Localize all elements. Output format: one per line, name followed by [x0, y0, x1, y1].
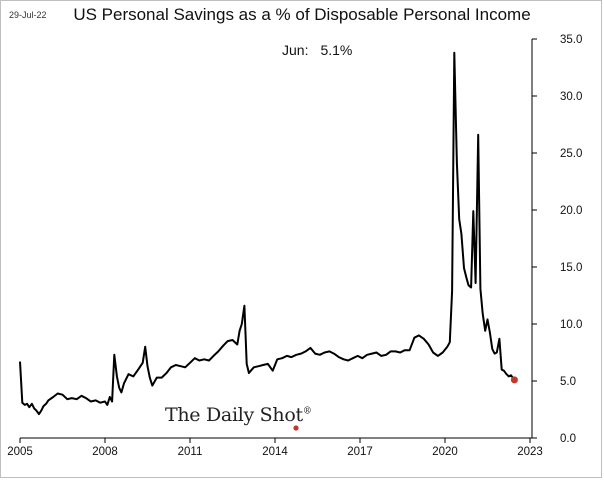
date-label: 29-Jul-22 — [9, 10, 47, 20]
x-tick-label-4: 2017 — [347, 446, 373, 458]
y-tick-label-1: 5.0 — [560, 376, 576, 388]
series-line-0 — [19, 51, 516, 416]
chart-title: US Personal Savings as a % of Disposable… — [73, 5, 531, 24]
x-tick-label-3: 2014 — [262, 446, 288, 458]
y-tick-label-7: 35.0 — [560, 34, 582, 46]
watermark-mark: ® — [302, 406, 312, 417]
annotation-value: 5.1% — [320, 42, 353, 58]
y-tick-label-3: 15.0 — [560, 262, 582, 274]
watermark-text: The Daily Shot — [165, 404, 303, 426]
y-tick-label-5: 25.0 — [560, 148, 582, 160]
x-tick-label-0: 2005 — [7, 446, 33, 458]
watermark-logo: The Daily Shot® — [165, 404, 312, 426]
x-tick-label-6: 2023 — [517, 446, 543, 458]
x-tick-label-5: 2020 — [432, 446, 458, 458]
last-point-marker — [510, 376, 518, 384]
watermark-dot — [293, 425, 299, 431]
y-tick-label-4: 20.0 — [560, 205, 582, 217]
annotation-label: Jun: — [282, 42, 309, 58]
y-tick-label-0: 0.0 — [560, 433, 576, 445]
x-tick-label-2: 2011 — [178, 446, 203, 458]
y-tick-label-6: 30.0 — [560, 91, 582, 103]
y-tick-label-2: 10.0 — [560, 319, 582, 331]
latest-value-annotation: Jun: 5.1% — [282, 42, 352, 58]
x-tick-label-1: 2008 — [92, 446, 118, 458]
